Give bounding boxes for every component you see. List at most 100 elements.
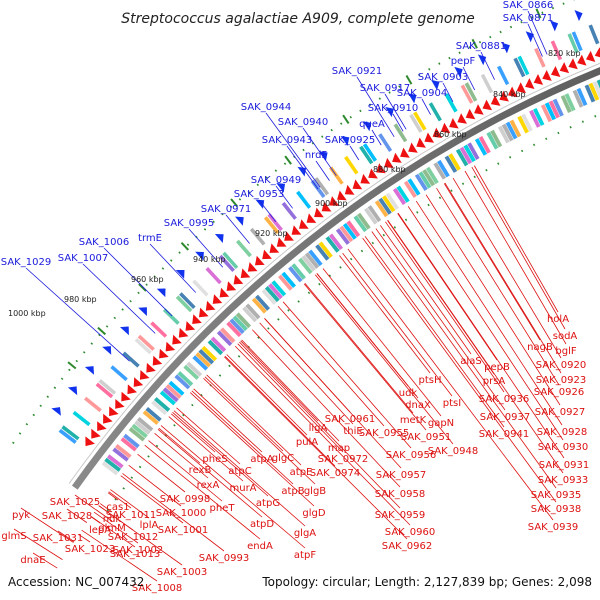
reverse-gene-label: SAK_1011 bbox=[106, 510, 156, 521]
reverse-gene-label: SAK_0923 bbox=[536, 375, 586, 386]
reverse-gene-leader bbox=[32, 552, 58, 569]
reverse-gene-leader bbox=[172, 412, 269, 497]
reverse-gene-box bbox=[325, 236, 340, 253]
reverse-gene-box bbox=[281, 271, 296, 288]
reverse-gene-box bbox=[165, 384, 182, 399]
reverse-gene-leader bbox=[206, 374, 302, 466]
forward-gene-label: SAK_1006 bbox=[79, 237, 129, 248]
reverse-gene-box bbox=[115, 444, 132, 459]
reverse-gene-leader bbox=[304, 282, 414, 414]
forward-gene-label: SAK_0944 bbox=[241, 102, 291, 113]
forward-gene-box bbox=[218, 254, 235, 272]
reverse-gene-label: SAK_0960 bbox=[385, 527, 435, 538]
forward-gene-leader bbox=[384, 93, 407, 130]
forward-gene-arrow bbox=[362, 121, 372, 132]
reverse-gene-leader bbox=[90, 516, 101, 524]
reverse-gene-arrow bbox=[337, 190, 347, 201]
reverse-gene-arrow bbox=[240, 268, 251, 278]
reverse-gene-box bbox=[576, 87, 588, 106]
reverse-gene-label: lplA bbox=[140, 520, 159, 531]
reverse-gene-leader bbox=[13, 528, 63, 560]
reverse-gene-arrow bbox=[465, 108, 476, 120]
reverse-gene-label: SAK_0936 bbox=[479, 394, 529, 405]
forward-gene-leader bbox=[315, 160, 330, 181]
reverse-gene-box bbox=[107, 454, 124, 469]
reverse-gene-arrow bbox=[133, 377, 144, 387]
reverse-gene-arrow bbox=[262, 249, 272, 260]
forward-gene-box bbox=[571, 31, 583, 52]
forward-gene-leader bbox=[527, 10, 548, 55]
reverse-gene-arrow bbox=[329, 196, 340, 206]
reverse-gene-box bbox=[226, 321, 242, 338]
reverse-gene-label: SAK_0993 bbox=[199, 553, 249, 564]
reverse-gene-box bbox=[353, 215, 368, 233]
reverse-gene-arrow bbox=[507, 86, 518, 98]
reverse-gene-label: glgA bbox=[294, 528, 316, 539]
reverse-gene-label: SAK_1012 bbox=[108, 532, 158, 543]
forward-gene-leader bbox=[356, 76, 395, 138]
reverse-gene-label: pepB bbox=[484, 362, 510, 373]
reverse-gene-leader bbox=[473, 165, 559, 313]
reverse-gene-label: murA bbox=[229, 483, 256, 494]
reverse-gene-leader bbox=[259, 322, 354, 425]
forward-gene-label: SAK_0943 bbox=[262, 135, 312, 146]
reverse-gene-arrow bbox=[551, 66, 561, 77]
reverse-gene-leader bbox=[342, 252, 453, 397]
forward-gene-box bbox=[179, 292, 196, 309]
forward-gene-box bbox=[413, 111, 427, 131]
reverse-gene-box bbox=[544, 102, 556, 121]
reverse-gene-box bbox=[207, 339, 224, 356]
tick-mark bbox=[342, 114, 350, 125]
reverse-gene-label: sodA bbox=[553, 331, 578, 342]
tick-mark bbox=[230, 198, 239, 208]
forward-gene-box bbox=[137, 334, 155, 351]
forward-gene-arrow bbox=[120, 326, 129, 336]
reverse-gene-leader bbox=[66, 508, 88, 523]
reverse-gene-box bbox=[339, 225, 354, 243]
tick-label: 860 kbp bbox=[434, 130, 467, 139]
tick-label: 880 kbp bbox=[373, 165, 406, 174]
reverse-gene-box bbox=[414, 173, 428, 191]
reverse-gene-arrow bbox=[384, 157, 394, 168]
reverse-gene-box bbox=[444, 155, 458, 173]
forward-gene-leader bbox=[275, 185, 293, 209]
reverse-gene-leader bbox=[204, 376, 284, 452]
reverse-gene-arrow bbox=[400, 147, 410, 158]
reverse-gene-label: SAK_0957 bbox=[376, 470, 426, 481]
reverse-gene-leader bbox=[241, 339, 340, 442]
reverse-gene-arrow bbox=[299, 219, 309, 229]
reverse-gene-box bbox=[298, 257, 313, 275]
reverse-gene-label: prsA bbox=[483, 376, 506, 387]
reverse-gene-box bbox=[235, 312, 251, 329]
reverse-gene-box bbox=[192, 355, 209, 371]
reverse-gene-leader bbox=[464, 170, 567, 345]
forward-gene-box bbox=[497, 65, 510, 86]
reverse-gene-box bbox=[134, 420, 151, 435]
reverse-gene-leader bbox=[471, 166, 566, 330]
reverse-gene-leader bbox=[239, 341, 401, 509]
forward-gene-leader bbox=[349, 145, 360, 161]
reverse-gene-label: SAK_0955 bbox=[359, 428, 409, 439]
reverse-gene-box bbox=[572, 89, 584, 108]
tick-mark bbox=[405, 75, 413, 85]
forward-gene-leader bbox=[149, 243, 197, 293]
forward-gene-arrow bbox=[235, 216, 244, 226]
reverse-gene-box bbox=[301, 255, 316, 272]
reverse-gene-arrow bbox=[103, 413, 113, 424]
reverse-gene-leader bbox=[157, 428, 263, 518]
reverse-gene-arrow bbox=[424, 132, 435, 143]
reverse-gene-leader bbox=[189, 392, 315, 507]
forward-gene-arrow bbox=[67, 386, 78, 396]
tick-mark bbox=[138, 283, 147, 292]
reverse-gene-leader bbox=[303, 283, 427, 431]
reverse-gene-label: ptsH bbox=[419, 375, 442, 386]
forward-gene-label: SAK_1029 bbox=[1, 257, 51, 268]
forward-gene-box bbox=[409, 113, 423, 133]
reverse-gene-leader bbox=[193, 388, 263, 453]
forward-gene-arrow bbox=[102, 346, 112, 355]
reverse-gene-leader bbox=[191, 390, 294, 485]
reverse-gene-leader bbox=[120, 475, 184, 524]
reverse-gene-label: SAK_0941 bbox=[479, 429, 529, 440]
forward-gene-box bbox=[480, 73, 494, 94]
forward-gene-box bbox=[236, 239, 252, 258]
